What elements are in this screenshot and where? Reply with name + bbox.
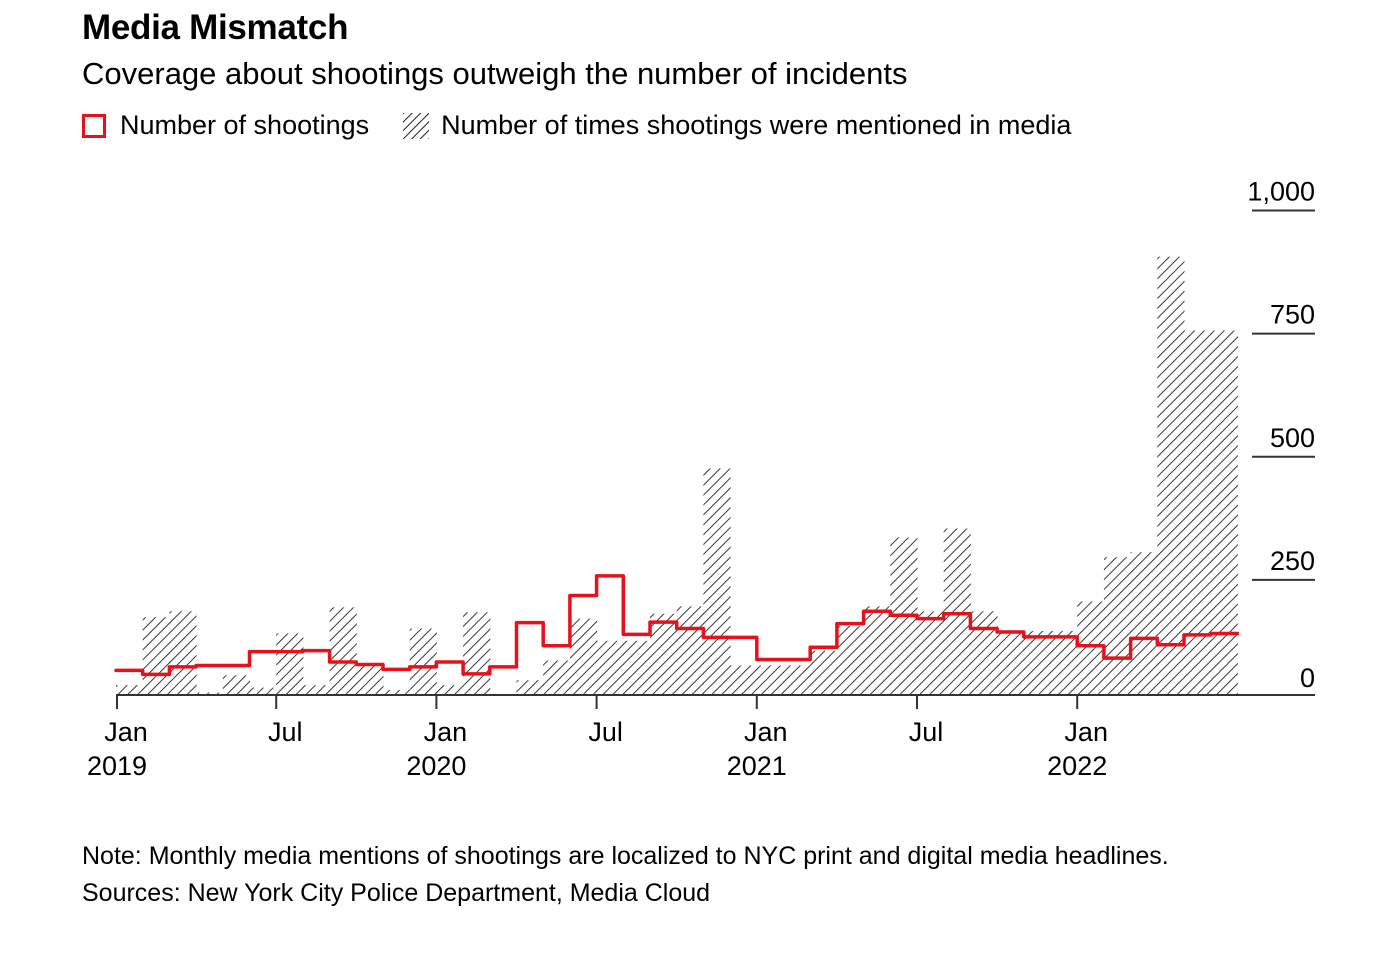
media-mentions-bar: [1184, 330, 1212, 695]
y-axis-labels: 0 250 500 750 1,000: [1247, 177, 1315, 694]
y-tick-label: 500: [1270, 423, 1315, 453]
media-mentions-bar: [1157, 256, 1185, 695]
x-axis: [116, 694, 1315, 709]
media-mentions-bar: [436, 685, 464, 695]
footnote: Note: Monthly media mentions of shooting…: [82, 842, 1169, 870]
media-mentions-bar: [116, 685, 144, 695]
x-tick-year-label: 2019: [87, 751, 147, 781]
media-mentions-bar: [810, 650, 838, 695]
x-tick-label: Jul: [909, 717, 944, 747]
media-mentions-bar: [836, 626, 865, 695]
media-mentions-bar: [1130, 552, 1158, 695]
x-tick-label: Jan: [424, 717, 468, 747]
media-mentions-bar: [463, 612, 491, 695]
media-mentions-bar: [997, 633, 1025, 695]
media-mentions-bar: [142, 617, 170, 695]
media-mentions-bar: [196, 692, 224, 695]
media-mentions-bar: [863, 606, 891, 695]
media-mentions-bar: [409, 628, 437, 695]
media-mentions-bar: [917, 611, 945, 695]
media-mentions-bar: [783, 665, 811, 695]
x-tick-label: Jan: [1064, 717, 1108, 747]
media-mentions-bar: [1103, 557, 1132, 695]
x-tick-year-label: 2020: [406, 751, 466, 781]
shootings-line-layer: [114, 574, 1240, 677]
y-tick-label: 0: [1300, 663, 1315, 693]
legend-label-shootings: Number of shootings: [120, 110, 370, 140]
media-mentions-bar: [970, 611, 998, 695]
media-mentions-bar: [623, 640, 651, 695]
x-tick-year-label: 2021: [727, 751, 787, 781]
media-mentions-bar: [703, 468, 731, 695]
media-mentions-bar: [302, 685, 331, 695]
media-mentions-bar: [329, 607, 357, 695]
media-mentions-bar: [516, 680, 544, 695]
x-tick-label: Jul: [268, 717, 303, 747]
media-mentions-bar: [1050, 630, 1078, 695]
x-tick-year-label: 2022: [1047, 751, 1107, 781]
x-tick-label: Jan: [744, 717, 788, 747]
media-mentions-bar: [356, 662, 384, 695]
media-mentions-bar: [756, 665, 784, 695]
x-axis-labels: Jan 2019 Jul Jan 2020 Jul Jan 2021 Jul Jan 2022: [87, 717, 1108, 781]
media-mentions-bar: [1023, 630, 1051, 695]
media-mentions-bar: [543, 660, 571, 695]
gridlines: [1252, 209, 1315, 581]
legend-swatch-mentions: [403, 112, 430, 139]
media-mentions-bar: [1210, 330, 1238, 695]
legend-item-mentions: Number of times shootings were mentioned…: [403, 110, 1071, 141]
y-tick-label: 250: [1270, 546, 1315, 576]
media-mentions-bar: [596, 640, 624, 695]
sources: Sources: New York City Police Department…: [82, 879, 711, 907]
legend-swatch-shootings: [82, 113, 106, 138]
media-mentions-bar: [569, 618, 598, 695]
media-mentions-bar: [730, 665, 758, 695]
media-mentions-bar: [943, 528, 971, 695]
y-tick-label: 750: [1270, 300, 1315, 330]
shootings-line: [114, 574, 1240, 677]
media-mentions-bar: [249, 687, 277, 695]
x-tick-label: Jan: [104, 717, 148, 747]
media-mentions-bar: [383, 690, 411, 695]
media-mentions-bar: [222, 675, 250, 695]
chart-subtitle: Coverage about shootings outweigh the nu…: [82, 56, 908, 91]
legend-item-shootings: Number of shootings: [82, 110, 369, 141]
media-mentions-bar: [1077, 601, 1105, 695]
chart-title: Media Mismatch: [82, 8, 349, 47]
media-mentions-bar: [276, 633, 304, 695]
media-mentions-bar: [650, 613, 678, 695]
legend: Number of shootings Number of times shoo…: [82, 110, 1105, 141]
media-mentions-bar: [676, 606, 704, 695]
legend-label-mentions: Number of times shootings were mentioned…: [441, 110, 1072, 140]
media-mentions-bar: [169, 611, 197, 695]
y-tick-label: 1,000: [1247, 177, 1315, 207]
x-tick-label: Jul: [588, 717, 623, 747]
